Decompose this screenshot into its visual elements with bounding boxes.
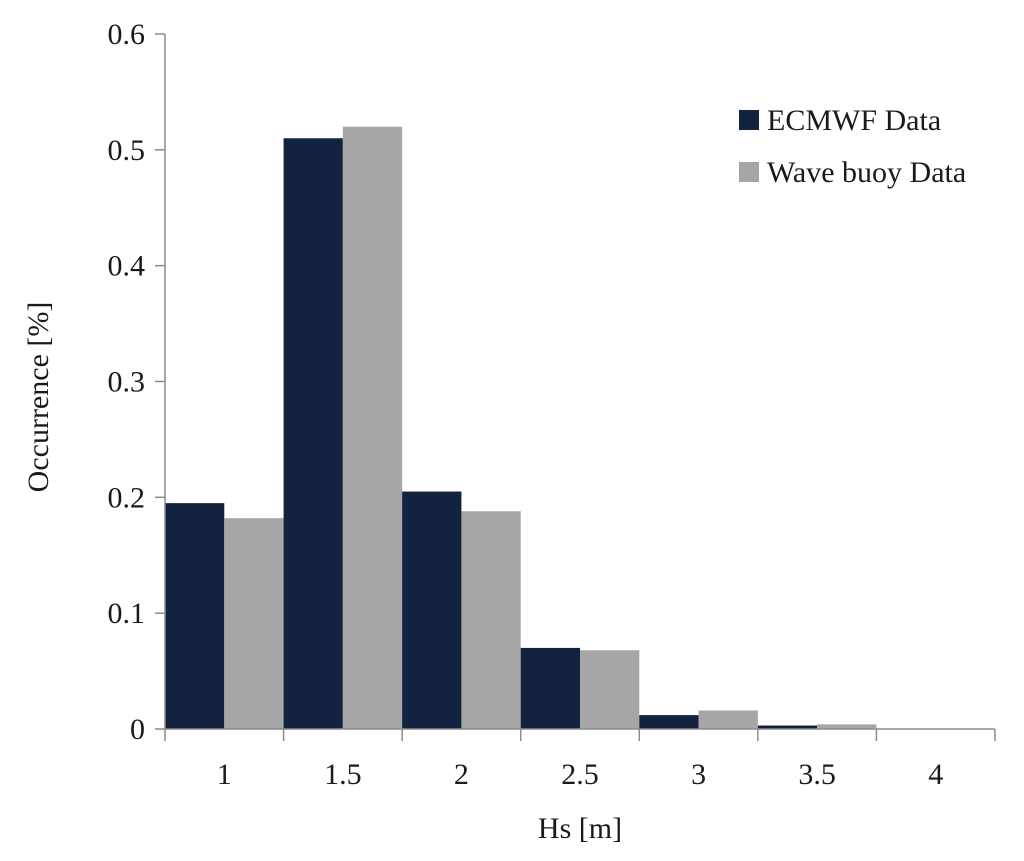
bar-wave-buoy-3 — [698, 710, 758, 729]
y-tick-label: 0.3 — [108, 366, 146, 399]
y-axis-title: Occurrence [%] — [22, 302, 55, 493]
y-tick-label: 0.1 — [108, 597, 146, 630]
bar-wave-buoy-3.5 — [817, 724, 877, 729]
bar-wave-buoy-2 — [461, 511, 521, 729]
bar-ecmwf-2.5 — [520, 647, 580, 729]
axes-group — [164, 34, 995, 730]
bar-wave-buoy-1.5 — [342, 126, 403, 729]
x-tick-label: 2.5 — [561, 758, 599, 791]
legend-swatch — [739, 162, 759, 182]
legend: ECMWF Data Wave buoy Data — [739, 104, 966, 189]
x-tick-label: 1 — [217, 758, 232, 791]
bar-ecmwf-3 — [639, 715, 699, 729]
bar-ecmwf-3.5 — [757, 725, 818, 729]
y-tick-label: 0.4 — [108, 250, 146, 283]
y-tick-label: 0.2 — [108, 481, 146, 514]
x-axis-title: Hs [m] — [538, 812, 622, 845]
x-tick-label: 3 — [691, 758, 706, 791]
y-tick-label: 0.5 — [108, 134, 146, 167]
bar-ecmwf-1 — [165, 503, 225, 729]
y-tick-label: 0 — [130, 713, 145, 746]
y-tick-label: 0.6 — [108, 18, 146, 51]
x-axis-ticks: 1 1.5 2 2.5 3 3.5 4 — [164, 729, 996, 791]
bar-wave-buoy-2.5 — [580, 650, 640, 729]
bars-group — [165, 126, 877, 729]
legend-swatch — [739, 110, 759, 130]
x-tick-label: 1.5 — [324, 758, 362, 791]
y-axis-ticks: 0 0.1 0.2 0.3 0.4 0.5 0.6 — [108, 18, 165, 746]
x-tick-label: 4 — [928, 758, 943, 791]
legend-label: Wave buoy Data — [767, 156, 966, 189]
x-tick-label: 2 — [454, 758, 469, 791]
legend-label: ECMWF Data — [767, 104, 941, 137]
x-tick-label: 3.5 — [798, 758, 836, 791]
bar-ecmwf-1.5 — [283, 138, 343, 729]
bar-ecmwf-2 — [402, 491, 462, 729]
bar-wave-buoy-1 — [224, 518, 284, 729]
